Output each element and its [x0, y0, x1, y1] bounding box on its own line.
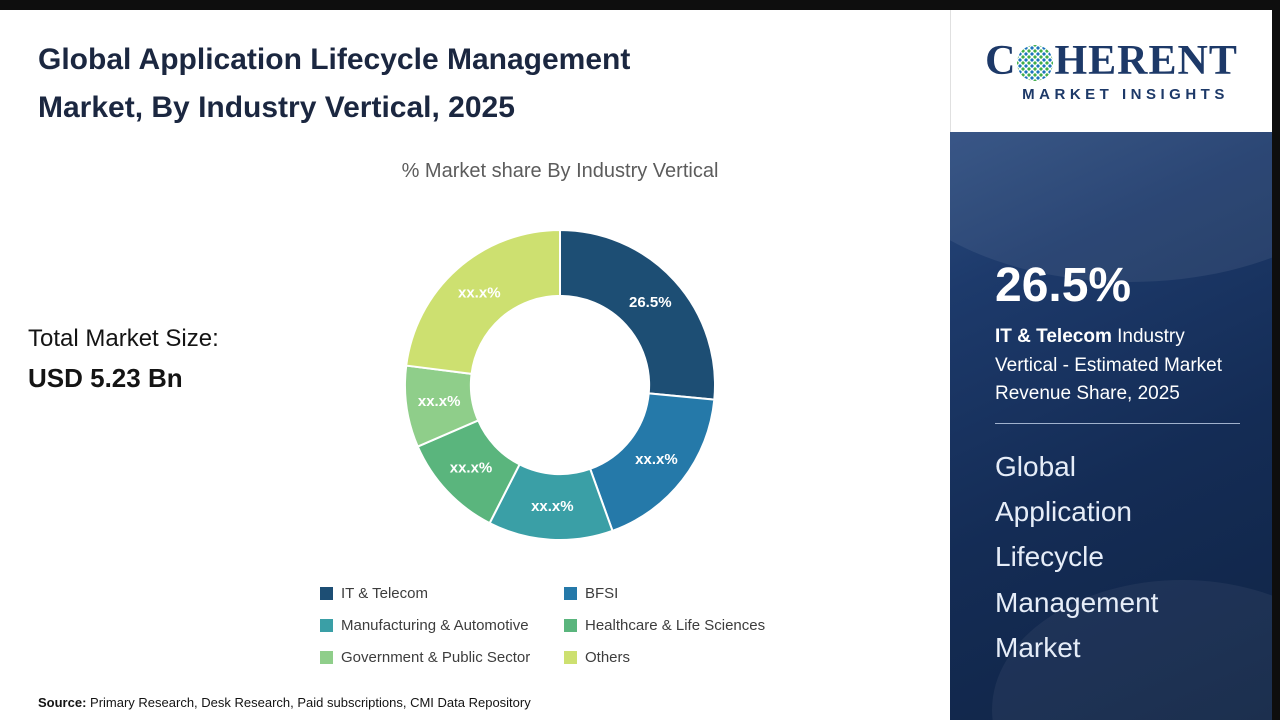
legend-label: Healthcare & Life Sciences	[585, 617, 766, 634]
legend-item: IT & Telecom	[320, 585, 564, 602]
highlight-text: IT & Telecom Industry Vertical - Estimat…	[995, 323, 1237, 409]
market-name-line: Application	[995, 495, 1132, 527]
chart-legend: IT & Telecom BFSI Manufacturing & Automoti…	[320, 585, 765, 666]
highlight-segment-name: IT & Telecom	[995, 326, 1112, 347]
logo-area: C HERENT MARKET INSIGHTS	[950, 10, 1272, 132]
title-line-2: Market, By Industry Vertical, 2025	[38, 91, 515, 124]
market-name-line: Management	[995, 586, 1159, 618]
main-content: Global Application Lifecycle Management …	[0, 10, 950, 720]
source-text: Primary Research, Desk Research, Paid su…	[86, 695, 531, 710]
market-name-line: Market	[995, 631, 1081, 663]
coherent-logo: C HERENT	[985, 40, 1238, 82]
globe-icon	[1017, 44, 1054, 81]
highlight-value: 26.5%	[995, 259, 1132, 312]
legend-label: IT & Telecom	[341, 585, 428, 602]
donut-segment-label: xx.x%	[450, 460, 493, 477]
title-line-1: Global Application Lifecycle Management	[38, 43, 631, 76]
donut-chart: 26.5% xx.x% xx.x% xx.x% xx.x% xx.x%	[404, 228, 716, 541]
legend-item: Manufacturing & Automotive	[320, 617, 564, 634]
market-name: Global Application Lifecycle Management …	[995, 444, 1234, 671]
page-title: Global Application Lifecycle Management …	[38, 36, 828, 132]
legend-swatch	[564, 619, 577, 632]
top-border	[0, 0, 1280, 10]
legend-label: Others	[585, 649, 631, 666]
highlight-panel: 26.5% IT & Telecom Industry Vertical - E…	[950, 132, 1272, 720]
legend-swatch	[320, 651, 333, 664]
legend-swatch	[564, 651, 577, 664]
source-label: Source:	[38, 695, 87, 710]
legend-label: Government & Public Sector	[341, 649, 531, 666]
donut-segment-0	[559, 228, 716, 401]
logo-tagline: MARKET INSIGHTS	[1022, 85, 1229, 103]
legend-label: BFSI	[585, 585, 619, 602]
highlight-description: Industry Vertical - Estimated Market Rev…	[995, 326, 1223, 404]
donut-segment-label: xx.x%	[635, 451, 678, 468]
legend-swatch	[320, 619, 333, 632]
legend-swatch	[564, 587, 577, 600]
donut-segment-label: 26.5%	[629, 294, 672, 311]
logo-wordmark: HERENT	[1054, 37, 1238, 84]
total-market-size: Total Market Size: USD 5.23 Bn	[28, 325, 219, 394]
donut-segment-label: xx.x%	[418, 393, 461, 410]
legend-swatch	[320, 587, 333, 600]
logo-letter-c: C	[985, 37, 1017, 84]
legend-item: Government & Public Sector	[320, 649, 564, 666]
legend-item: BFSI	[564, 585, 765, 602]
legend-item: Others	[564, 649, 765, 666]
donut-segment-label: xx.x%	[531, 498, 574, 515]
right-border	[1272, 0, 1280, 720]
divider-line	[995, 422, 1240, 424]
legend-item: Healthcare & Life Sciences	[564, 617, 765, 634]
market-name-line: Lifecycle	[995, 541, 1104, 573]
donut-segment-label: xx.x%	[458, 284, 501, 301]
donut-segment-5	[405, 228, 561, 375]
total-market-label: Total Market Size:	[28, 325, 219, 352]
legend-label: Manufacturing & Automotive	[341, 617, 529, 634]
right-sidebar: C HERENT MARKET INSIGHTS 26.5% IT & Tele…	[950, 10, 1272, 720]
source-line: Source: Primary Research, Desk Research,…	[38, 695, 531, 710]
chart-subtitle: % Market share By Industry Vertical	[401, 160, 719, 182]
total-market-value: USD 5.23 Bn	[28, 363, 183, 393]
market-name-line: Global	[995, 450, 1076, 482]
